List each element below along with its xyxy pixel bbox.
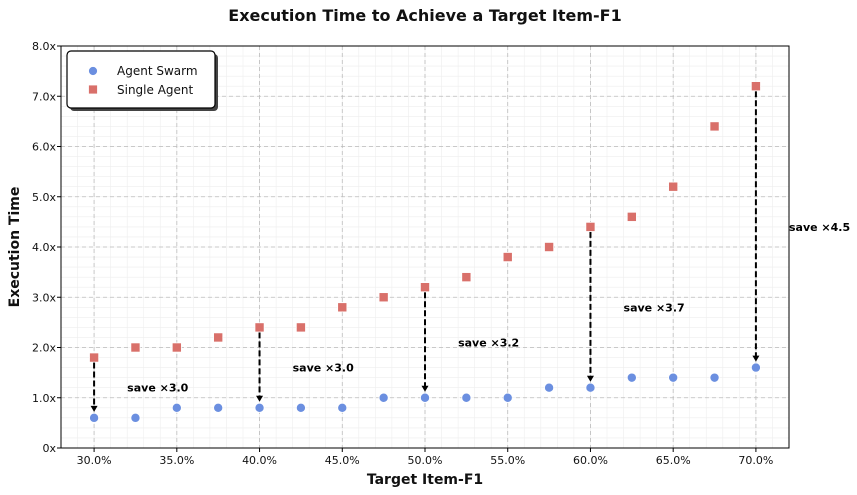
save-arrow-head [586, 375, 594, 382]
single-agent-point [213, 332, 224, 343]
x-tick-label: 50.0% [408, 454, 443, 467]
legend-label-agent-swarm: Agent Swarm [117, 64, 198, 78]
save-annotation-label: save ×4.5 [789, 221, 850, 234]
points-layer [89, 81, 761, 423]
single-agent-point [626, 211, 637, 222]
legend-box [66, 50, 216, 109]
y-tick-label: 6.0x [32, 141, 56, 154]
agent-swarm-point [626, 372, 637, 383]
x-tick-label: 45.0% [325, 454, 360, 467]
single-agent-point [295, 322, 306, 333]
legend-marker-single-agent [88, 84, 98, 95]
agent-swarm-point [171, 402, 182, 413]
y-tick-label: 1.0x [32, 392, 56, 405]
save-annotation-label: save ×3.7 [624, 301, 685, 314]
single-agent-point [89, 352, 100, 363]
single-agent-point [337, 302, 348, 313]
save-annotation-label: save ×3.0 [127, 382, 188, 395]
x-tick-label: 55.0% [490, 454, 525, 467]
agent-swarm-point [295, 402, 306, 413]
agent-swarm-point [585, 382, 596, 393]
agent-swarm-point [419, 392, 430, 403]
agent-swarm-point [89, 412, 100, 423]
single-agent-point [585, 221, 596, 232]
agent-swarm-point [213, 402, 224, 413]
y-tick-label: 8.0x [32, 40, 56, 53]
single-agent-point [750, 81, 761, 92]
ticks-layer: 30.0% 35.0% 40.0% 45.0% 50.0% 55.0% 60.0% 65.0%… [32, 40, 773, 467]
agent-swarm-point [337, 402, 348, 413]
chart-title: Execution Time to Achieve a Target Item-… [228, 6, 621, 25]
save-arrow-head [421, 385, 429, 392]
x-tick-label: 70.0% [738, 454, 773, 467]
save-annotation-label: save ×3.0 [293, 362, 354, 375]
agent-swarm-point [254, 402, 265, 413]
x-tick-label: 30.0% [77, 454, 112, 467]
y-tick-label: 7.0x [32, 90, 56, 103]
save-arrow-head [256, 395, 264, 402]
save-arrow-head [90, 405, 98, 412]
annotations-layer: save ×3.0 save ×3.0 save ×3.2 save ×3.7 save… [90, 91, 850, 412]
save-arrow-head [752, 355, 760, 362]
x-tick-label: 60.0% [573, 454, 608, 467]
x-tick-label: 40.0% [242, 454, 277, 467]
agent-swarm-point [668, 372, 679, 383]
y-tick-label: 2.0x [32, 342, 56, 355]
legend-marker-agent-swarm [88, 66, 98, 76]
y-axis-label: Execution Time [7, 187, 23, 308]
single-agent-point [668, 181, 679, 192]
agent-swarm-point [378, 392, 389, 403]
single-agent-point [378, 292, 389, 303]
single-agent-point [130, 342, 141, 353]
single-agent-point [171, 342, 182, 353]
legend-label-single-agent: Single Agent [117, 83, 194, 97]
legend: Agent Swarm Single Agent [66, 50, 218, 111]
agent-swarm-point [502, 392, 513, 403]
x-tick-label: 65.0% [656, 454, 691, 467]
y-tick-label: 0x [42, 442, 56, 455]
x-axis-label: Target Item-F1 [367, 472, 483, 488]
x-tick-label: 35.0% [159, 454, 194, 467]
single-agent-point [419, 282, 430, 293]
agent-swarm-point [461, 392, 472, 403]
agent-swarm-point [750, 362, 761, 373]
single-agent-point [461, 272, 472, 283]
single-agent-point [502, 252, 513, 263]
agent-swarm-point [544, 382, 555, 393]
single-agent-point [709, 121, 720, 132]
y-tick-label: 3.0x [32, 291, 56, 304]
y-tick-label: 5.0x [32, 191, 56, 204]
save-annotation-label: save ×3.2 [458, 336, 519, 349]
agent-swarm-point [130, 412, 141, 423]
y-tick-label: 4.0x [32, 241, 56, 254]
single-agent-point [254, 322, 265, 333]
single-agent-point [544, 241, 555, 252]
agent-swarm-point [709, 372, 720, 383]
